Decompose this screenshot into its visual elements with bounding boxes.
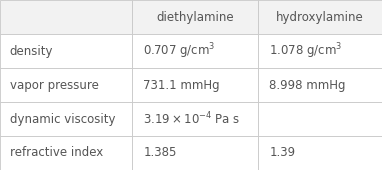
Bar (258, 102, 382, 136)
Bar (132, 102, 258, 136)
Text: density: density (10, 45, 53, 57)
Text: 8.998 mmHg: 8.998 mmHg (269, 79, 346, 91)
Text: 1.39: 1.39 (269, 147, 295, 159)
Text: 0.707 g/cm$^3$: 0.707 g/cm$^3$ (143, 41, 216, 61)
Text: 1.385: 1.385 (143, 147, 176, 159)
Bar (0, 102, 132, 136)
Bar (0, 68, 132, 102)
Bar (0, 136, 132, 170)
Text: 1.078 g/cm$^3$: 1.078 g/cm$^3$ (269, 41, 343, 61)
Bar (132, 136, 258, 170)
Text: vapor pressure: vapor pressure (10, 79, 99, 91)
Bar (0, 34, 132, 68)
Bar (258, 136, 382, 170)
Bar (258, 0, 382, 34)
Bar (132, 34, 258, 68)
Text: $3.19\times10^{-4}$ Pa s: $3.19\times10^{-4}$ Pa s (143, 111, 241, 127)
Bar (258, 68, 382, 102)
Bar (132, 0, 258, 34)
Bar (0, 0, 132, 34)
Bar (258, 34, 382, 68)
Text: 731.1 mmHg: 731.1 mmHg (143, 79, 220, 91)
Text: dynamic viscosity: dynamic viscosity (10, 113, 115, 125)
Bar (132, 68, 258, 102)
Text: hydroxylamine: hydroxylamine (276, 11, 364, 23)
Text: refractive index: refractive index (10, 147, 103, 159)
Text: diethylamine: diethylamine (156, 11, 234, 23)
